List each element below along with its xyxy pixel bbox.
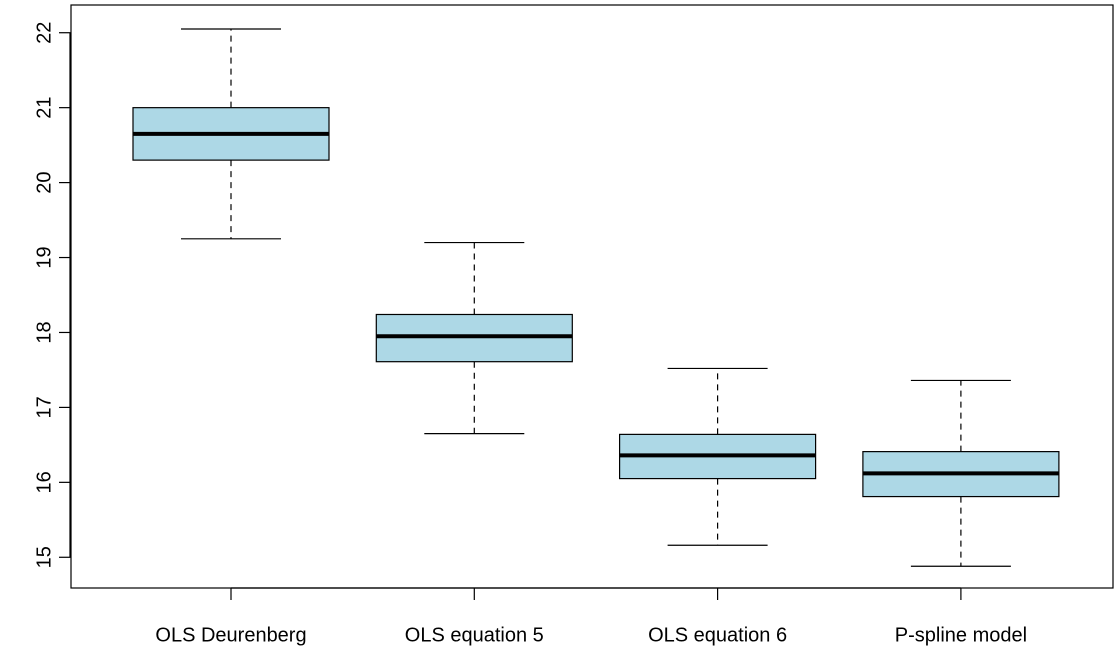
plot-frame [70,4,1114,589]
y-tick-label: 17 [33,396,55,418]
y-tick-label: 21 [33,97,55,119]
x-tick-label: P-spline model [895,624,1027,646]
x-tick-label: OLS Deurenberg [155,624,306,646]
x-tick-label: OLS equation 6 [648,624,787,646]
y-tick-label: 18 [33,321,55,343]
y-tick-label: 20 [33,171,55,193]
x-tick-label: OLS equation 5 [405,624,544,646]
y-tick-label: 19 [33,246,55,268]
y-tick-label: 16 [33,471,55,493]
y-tick-label: 15 [33,546,55,568]
y-tick-label: 22 [33,22,55,44]
